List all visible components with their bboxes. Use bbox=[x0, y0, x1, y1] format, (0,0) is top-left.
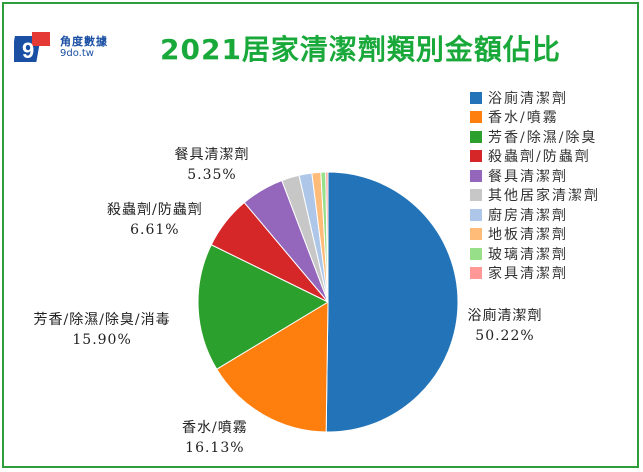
legend-item: 廚房清潔劑 bbox=[470, 205, 600, 225]
slice-label-name: 餐具清潔劑 bbox=[174, 147, 250, 163]
legend-label: 芳香/除濕/除臭 bbox=[488, 129, 598, 146]
legend-label: 地板清潔劑 bbox=[488, 227, 568, 244]
legend-label: 殺蟲劑/防蟲劑 bbox=[488, 149, 591, 166]
brand-logo: 9 角度數據 9do.tw bbox=[14, 30, 154, 64]
legend-swatch bbox=[470, 150, 482, 163]
legend-item: 地板清潔劑 bbox=[470, 225, 600, 245]
slice-label-name: 浴廁清潔劑 bbox=[467, 308, 543, 324]
legend-swatch bbox=[470, 111, 482, 124]
legend-swatch bbox=[470, 189, 482, 202]
slice-label: 浴廁清潔劑 50.22% bbox=[468, 306, 543, 346]
pie-slice bbox=[197, 244, 330, 370]
legend-swatch bbox=[470, 91, 482, 104]
legend-item: 家具清潔劑 bbox=[470, 264, 600, 284]
legend-item: 餐具清潔劑 bbox=[470, 166, 600, 186]
legend-swatch bbox=[470, 267, 482, 280]
legend-swatch bbox=[470, 228, 482, 241]
legend-label: 其他居家清潔劑 bbox=[488, 188, 600, 205]
slice-label-name: 殺蟲劑/防蟲劑 bbox=[107, 202, 203, 218]
slice-label-value: 16.13% bbox=[185, 440, 245, 456]
legend-label: 餐具清潔劑 bbox=[488, 168, 568, 185]
legend-item: 玻璃清潔劑 bbox=[470, 244, 600, 264]
slice-label-value: 15.90% bbox=[72, 332, 132, 348]
legend-label: 香水/噴霧 bbox=[488, 110, 559, 127]
legend-item: 浴廁清潔劑 bbox=[470, 88, 600, 108]
legend-item: 其他居家清潔劑 bbox=[470, 186, 600, 206]
slice-label: 香水/噴霧 16.13% bbox=[182, 418, 248, 458]
slice-label: 餐具清潔劑 5.35% bbox=[175, 145, 250, 185]
logo-glyph: 9 bbox=[22, 38, 34, 63]
legend-swatch bbox=[470, 169, 482, 182]
legend-swatch bbox=[470, 208, 482, 221]
legend-label: 家具清潔劑 bbox=[488, 266, 568, 283]
pie-slice bbox=[325, 171, 459, 433]
slice-label: 芳香/除濕/除臭/消毒 15.90% bbox=[34, 310, 171, 350]
legend-label: 浴廁清潔劑 bbox=[488, 90, 568, 107]
slice-label: 殺蟲劑/防蟲劑 6.61% bbox=[107, 200, 203, 240]
legend-swatch bbox=[470, 247, 482, 260]
slice-label-value: 6.61% bbox=[130, 222, 180, 238]
logo-mark-icon: 9 bbox=[14, 32, 50, 63]
slice-label-value: 5.35% bbox=[187, 167, 237, 183]
chart-frame bbox=[2, 2, 639, 468]
logo-text-en: 9do.tw bbox=[60, 48, 94, 59]
pie-slice bbox=[325, 171, 329, 303]
chart-legend: 浴廁清潔劑香水/噴霧芳香/除濕/除臭 殺蟲劑/防蟲劑 餐具清潔劑其他居家清潔劑 廚房清… bbox=[470, 88, 600, 283]
slice-label-name: 芳香/除濕/除臭/消毒 bbox=[33, 312, 171, 328]
slice-label-value: 50.22% bbox=[475, 328, 535, 344]
slice-label-name: 香水/噴霧 bbox=[182, 420, 248, 436]
chart-title: 2021居家清潔劑類別金額佔比 bbox=[160, 33, 561, 66]
legend-item: 芳香/除濕/除臭 bbox=[470, 127, 600, 147]
legend-item: 香水/噴霧 bbox=[470, 108, 600, 128]
logo-text-cn: 角度數據 bbox=[60, 35, 108, 48]
legend-label: 玻璃清潔劑 bbox=[488, 246, 568, 263]
legend-swatch bbox=[470, 130, 482, 143]
legend-item: 殺蟲劑/防蟲劑 bbox=[470, 147, 600, 167]
pie-slice bbox=[216, 301, 329, 433]
legend-label: 廚房清潔劑 bbox=[488, 207, 568, 224]
